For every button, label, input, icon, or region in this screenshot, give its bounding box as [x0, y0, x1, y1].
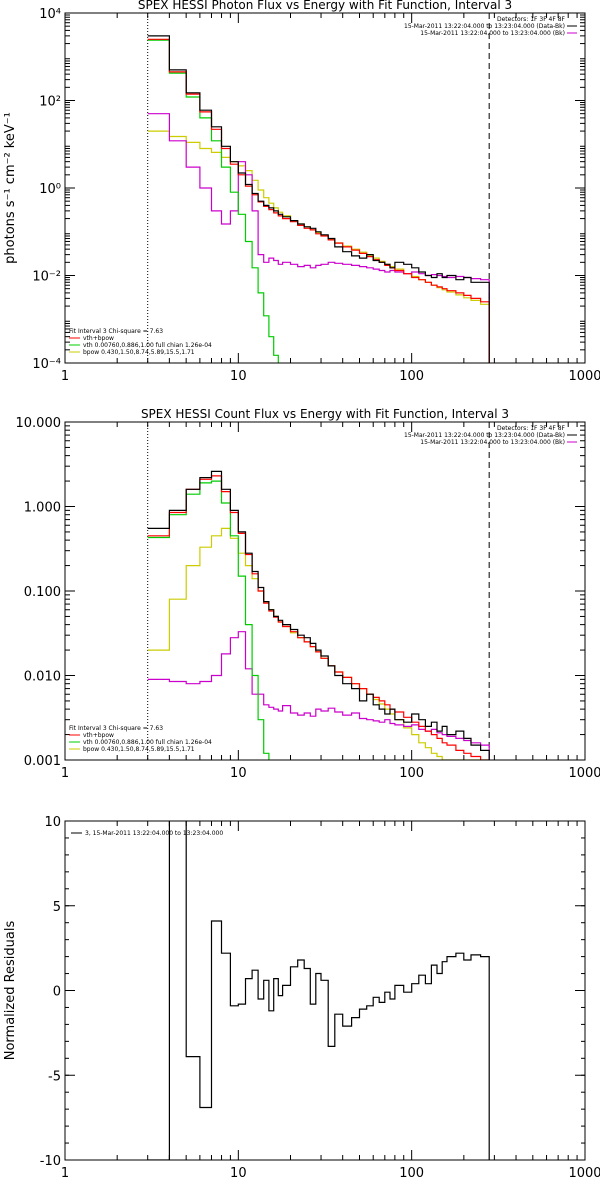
- panel-count: SPEX HESSI Count Flux vs Energy with Fit…: [16, 407, 600, 781]
- series-model: [147, 475, 490, 760]
- panel-title: SPEX HESSI Photon Flux vs Energy with Fi…: [138, 0, 512, 12]
- y-tick-label: 10⁴: [39, 7, 61, 22]
- legend-left-text: vth+bpow: [83, 732, 114, 739]
- plot-frame: [64, 421, 586, 761]
- legend-left-text: vth 0.00760,0.886,1.00 full chian 1.26e-…: [83, 342, 212, 349]
- y-tick-label: -5: [48, 1069, 61, 1084]
- legend-left-text: vth+bpow: [83, 335, 114, 342]
- y-axis-label: Normalized Residuals: [3, 921, 18, 1061]
- x-tick-label: 1: [61, 766, 69, 781]
- y-tick-label: -10: [40, 1154, 61, 1169]
- series-model: [147, 38, 490, 363]
- series-total: [147, 35, 490, 363]
- y-tick-label: 10⁰: [39, 182, 61, 197]
- panel-resid: 1 10 100 1000 -10 -5 0 5 10 Normalized Residuals 3…: [3, 815, 600, 1181]
- legend-right-text: Detectors: 1F 3F 4F 8F: [497, 425, 566, 432]
- series-bpow: [147, 527, 490, 760]
- y-tick-label: 10⁻⁴: [32, 357, 61, 372]
- y-tick-label: 0: [53, 985, 61, 1000]
- x-tick-label: 10: [230, 1166, 247, 1181]
- legend-left-text: Fit Interval 3 Chi-square = 7.63: [69, 328, 163, 335]
- legend-top-text: 3, 15-Mar-2011 13:22:04.000 to 13:23:04.…: [85, 830, 223, 837]
- x-tick-label: 100: [399, 766, 424, 781]
- legend-right-text: 15-Mar-2011 13:22:04.000 to 13:23:04.000…: [420, 439, 565, 446]
- legend-left-text: bpow 0.430,1.50,8.74,5.89,15.5,1.71: [83, 349, 195, 356]
- series-bpow: [147, 130, 490, 363]
- y-tick-label: 10²: [39, 95, 61, 110]
- series-vth: [147, 39, 279, 363]
- legend-right-text: Detectors: 1F 3F 4F 8F: [497, 16, 566, 23]
- y-tick-label: 0.001: [24, 754, 61, 769]
- series-group: [147, 821, 490, 1160]
- x-tick-label: 1000: [568, 766, 600, 781]
- x-tick-label: 100: [399, 369, 424, 384]
- panel-title: SPEX HESSI Count Flux vs Energy with Fit…: [141, 407, 509, 421]
- y-tick-label: 1.000: [24, 501, 61, 516]
- y-axis-label: photons s⁻¹ cm⁻² keV⁻¹: [3, 112, 18, 264]
- series-total: [147, 470, 490, 760]
- y-tick-label: 5: [53, 900, 61, 915]
- x-tick-label: 10: [230, 766, 247, 781]
- plot-frame: [64, 12, 586, 364]
- y-tick-label: 10.000: [16, 416, 62, 431]
- x-tick-label: 1: [61, 369, 69, 384]
- y-tick-label: 10⁻²: [32, 270, 61, 285]
- legend-left-text: Fit Interval 3 Chi-square = 7.63: [69, 725, 163, 732]
- x-tick-label: 1000: [568, 1166, 600, 1181]
- plot-frame: [64, 820, 586, 1161]
- y-tick-label: 10: [44, 815, 61, 830]
- x-tick-label: 1: [61, 1166, 69, 1181]
- x-tick-label: 100: [399, 1166, 424, 1181]
- series-vth: [147, 480, 270, 760]
- y-tick-label: 0.010: [24, 670, 61, 685]
- legend-right-text: 15-Mar-2011 13:22:04.000 to 13:23:04.000…: [404, 432, 565, 439]
- x-tick-label: 1000: [568, 369, 600, 384]
- legend-left-text: bpow 0.430,1.50,8.74,5.89,15.5,1.71: [83, 746, 195, 753]
- series-group: [147, 470, 490, 760]
- series-total: [147, 821, 490, 1160]
- x-tick-label: 10: [230, 369, 247, 384]
- y-tick-label: 0.100: [24, 585, 61, 600]
- legend-right-text: 15-Mar-2011 13:22:04.000 to 13:23:04.000…: [420, 30, 565, 37]
- series-group: [147, 35, 490, 363]
- legend-left-text: vth 0.00760,0.886,1.00 full chian 1.26e-…: [83, 739, 212, 746]
- panel-photon: SPEX HESSI Photon Flux vs Energy with Fi…: [3, 0, 600, 384]
- legend-right-text: 15-Mar-2011 13:22:04.000 to 13:23:04.000…: [404, 23, 565, 30]
- series-background: [147, 113, 490, 363]
